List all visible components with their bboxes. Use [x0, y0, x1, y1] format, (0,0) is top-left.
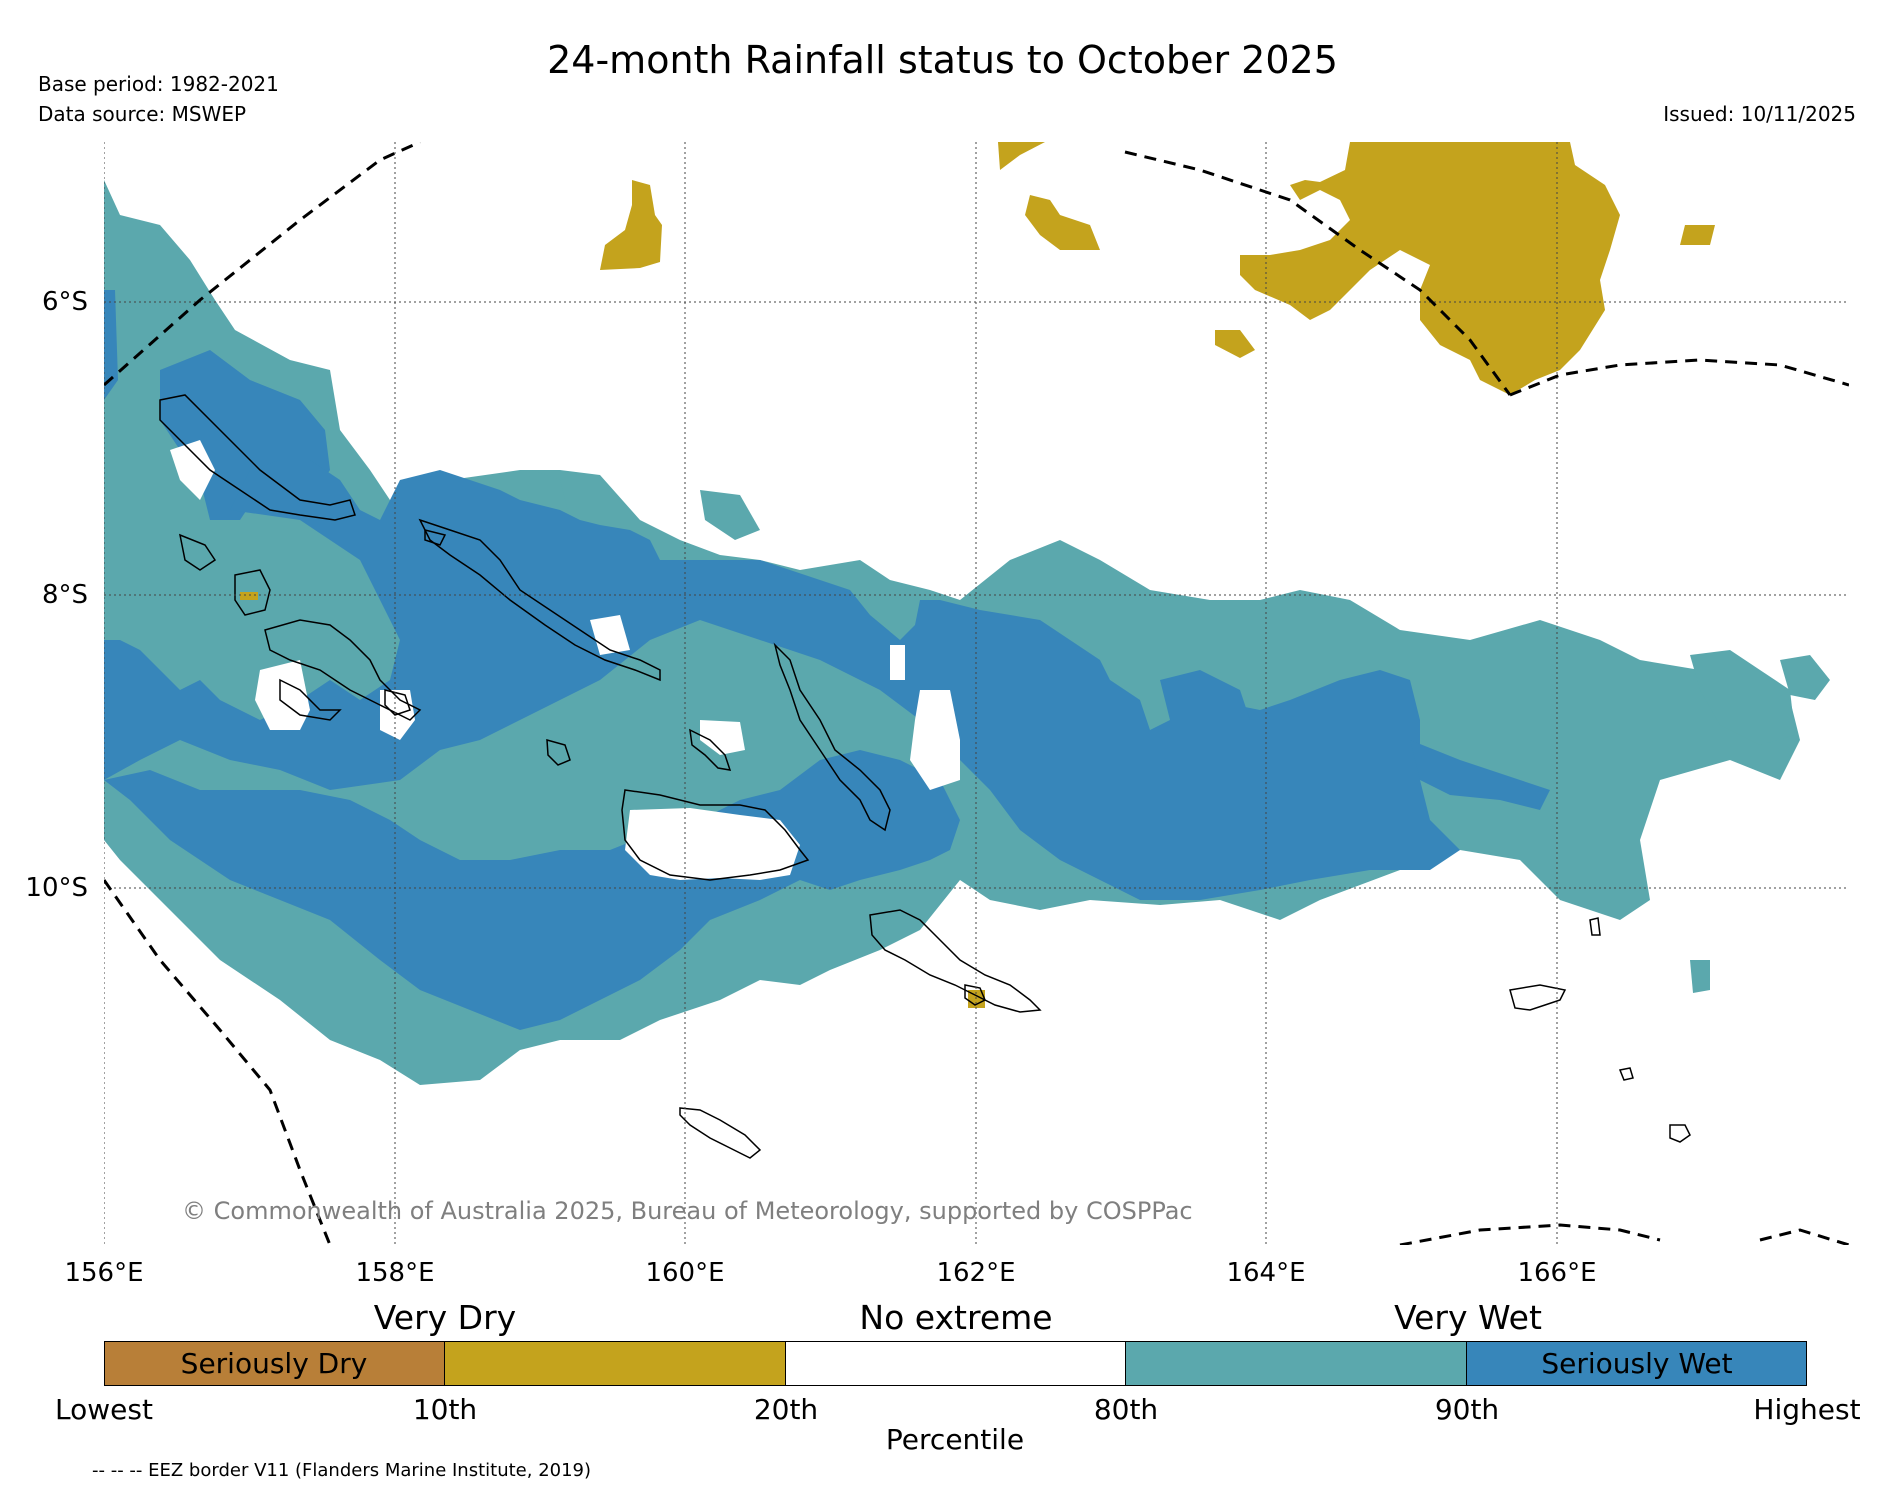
- category-very-wet: Very Wet: [1394, 1298, 1542, 1337]
- tick-90th: 90th: [1434, 1393, 1500, 1426]
- eez-border: [104, 142, 1849, 1245]
- lon-label-166e: 166°E: [1517, 1258, 1597, 1288]
- legend-box-very-wet: [1126, 1341, 1467, 1386]
- lon-label-156e: 156°E: [64, 1258, 144, 1288]
- lat-label-10s: 10°S: [25, 873, 88, 903]
- legend-box-seriously-wet: Seriously Wet: [1467, 1341, 1807, 1386]
- tick-lowest: Lowest: [55, 1393, 153, 1426]
- lon-label-162e: 162°E: [936, 1258, 1016, 1288]
- category-very-dry: Very Dry: [373, 1298, 517, 1337]
- colorbar-frame: [104, 1341, 1807, 1386]
- lat-label-8s: 8°S: [41, 580, 88, 610]
- base-period: Base period: 1982-2021: [38, 72, 279, 96]
- map-title: 24-month Rainfall status to October 2025: [547, 38, 1338, 82]
- coastlines: [159, 394, 1691, 1159]
- lon-label-158e: 158°E: [355, 1258, 435, 1288]
- percentile-axis-label: Percentile: [885, 1423, 1025, 1456]
- tick-20th: 20th: [753, 1393, 819, 1426]
- legend-box-seriously-dry: Seriously Dry: [104, 1341, 445, 1386]
- tick-80th: 80th: [1093, 1393, 1159, 1426]
- eez-note: -- -- -- EEZ border V11 (Flanders Marine…: [92, 1460, 592, 1481]
- category-no-extreme: No extreme: [859, 1298, 1053, 1337]
- lon-label-164e: 164°E: [1226, 1258, 1306, 1288]
- graticule: [104, 142, 1849, 1245]
- copyright-notice: © Commonwealth of Australia 2025, Bureau…: [182, 1197, 1193, 1225]
- data-source: Data source: MSWEP: [38, 102, 247, 126]
- issued-date: Issued: 10/11/2025: [1663, 102, 1856, 126]
- lat-label-6s: 6°S: [41, 287, 88, 317]
- tick-10th: 10th: [412, 1393, 478, 1426]
- legend-box-very-dry: [445, 1341, 786, 1386]
- legend-box-no-extreme: [786, 1341, 1126, 1386]
- tick-highest: Highest: [1753, 1393, 1861, 1426]
- no-extreme-holes: [170, 440, 960, 880]
- lon-label-160e: 160°E: [645, 1258, 725, 1288]
